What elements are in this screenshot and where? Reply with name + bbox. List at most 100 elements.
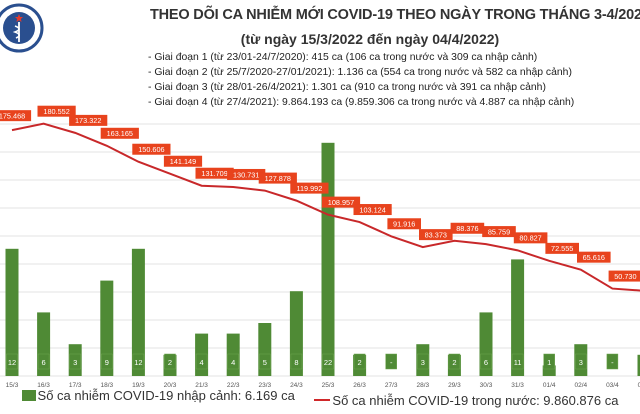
legend-item-line: Số ca nhiễm COVID-19 trong nước: 9.860.8…: [314, 393, 618, 408]
bar-label-box: [322, 353, 334, 370]
line-label-box: [545, 242, 579, 254]
bar-value-label: 2: [452, 358, 456, 367]
line-value-label: 83.373: [425, 230, 447, 239]
bar-value-label: 6: [42, 358, 46, 367]
bar-value-label: 4: [231, 358, 235, 367]
line-value-label: 88.376: [456, 224, 478, 233]
line-value-label: 91.916: [393, 220, 415, 229]
bar-label-box: [448, 353, 461, 370]
bar: [100, 280, 114, 376]
line-label-box: [450, 222, 485, 234]
legend-item-bar: Số ca nhiễm COVID-19 nhập cảnh: 6.169 ca: [21, 388, 295, 403]
bar-label-box: [195, 353, 208, 370]
line-value-label: 50.730: [614, 272, 636, 281]
bar-label-box: [132, 353, 145, 370]
x-tick-label: 17/3: [69, 382, 82, 389]
line-value-label: 119.992: [296, 184, 322, 193]
line-label-box: [577, 251, 611, 263]
x-tick-label: 25/3: [322, 382, 335, 389]
legend-bar-label: Số ca nhiễm COVID-19 nhập cảnh: 6.169 ca: [37, 388, 295, 403]
bar-label-box: [37, 353, 50, 370]
line-label-box: [132, 143, 171, 155]
line-value-label: 85.759: [488, 227, 510, 236]
line-value-label: 72.555: [551, 244, 573, 253]
line-label-box: [195, 167, 234, 179]
bar: [5, 248, 19, 376]
bar: [511, 259, 525, 376]
line-label-box: [353, 204, 392, 216]
line-label-box: [0, 110, 32, 122]
bar-value-label: 9: [105, 358, 109, 367]
bar-label-box: [290, 353, 303, 370]
line-label-box: [387, 218, 421, 230]
x-tick-label: 15/3: [6, 382, 19, 389]
bar-label-box: [69, 353, 81, 370]
bar: [131, 248, 145, 376]
bar: [321, 142, 335, 376]
bar-label-box: [480, 353, 492, 370]
bar-label-box: [353, 353, 366, 370]
legend: Số ca nhiễm COVID-19 nhập cảnh: 6.169 ca…: [0, 388, 640, 408]
legend-line-label: Số ca nhiễm COVID-19 trong nước: 9.860.8…: [332, 392, 619, 408]
line-label-box: [513, 232, 548, 244]
line-value-label: 150.606: [138, 145, 164, 154]
line-value-label: 131.709: [201, 169, 227, 178]
line-label-box: [100, 127, 139, 139]
bar-value-label: 2: [358, 358, 362, 367]
line-value-label: 80.827: [519, 234, 541, 243]
line-label-box: [608, 270, 640, 282]
x-tick-label: 16/3: [37, 382, 50, 389]
x-tick-label: 04/4: [638, 382, 640, 389]
line-value-label: 130.731: [233, 170, 259, 179]
line-value-label: 108.957: [328, 198, 354, 207]
bar-value-label: 12: [8, 358, 16, 367]
bar-label-box: [606, 353, 619, 370]
x-tick-label: 29/3: [448, 382, 461, 389]
ministry-of-health-logo: [0, 3, 44, 53]
bar-value-label: -: [390, 358, 393, 367]
x-tick-label: 26/3: [353, 382, 366, 389]
x-tick-label: 22/3: [227, 382, 240, 389]
chart-subtitle: (từ ngày 15/3/2022 đến ngày 04/4/2022): [240, 31, 500, 47]
line-value-label: 141.149: [170, 157, 196, 166]
bar: [637, 354, 640, 376]
bar-value-label: 1: [547, 358, 551, 367]
line-value-label: 180.552: [43, 107, 69, 116]
line-label-box: [37, 105, 76, 117]
line-label-box: [419, 229, 453, 241]
x-tick-label: 21/3: [195, 382, 208, 389]
bar-label-box: [227, 353, 239, 370]
line-label-box: [69, 114, 108, 126]
bar-label-box: [259, 353, 271, 370]
x-tick-label: 18/3: [100, 382, 113, 389]
bar-value-label: 22: [324, 358, 332, 367]
x-tick-label: 02/4: [574, 382, 587, 389]
chart-title: THEO DÕI CA NHIỄM MỚI COVID-19 THEO NGÀY…: [150, 7, 640, 23]
bar-label-box: [417, 353, 429, 370]
line-value-label: 175.468: [0, 111, 25, 120]
bar-value-label: 4: [200, 358, 204, 367]
bar-value-label: -: [611, 358, 614, 367]
x-tick-label: 31/3: [511, 382, 524, 389]
bar-value-label: 3: [579, 358, 583, 367]
legend-line-swatch: [314, 399, 331, 401]
bar-value-label: 12: [134, 358, 142, 367]
phase-1-note: - Giai đoạn 1 (từ 23/01-24/7/2020): 415 …: [148, 52, 538, 63]
phase-3-note: - Giai đoạn 3 (từ 28/01-26/4/2021): 1.30…: [148, 82, 546, 93]
phase-4-note: - Giai đoạn 4 (từ 27/4/2021): 9.864.193 …: [148, 97, 575, 108]
x-tick-label: 01/4: [543, 382, 556, 389]
x-tick-label: 20/3: [164, 382, 177, 389]
bar: [542, 365, 556, 376]
bar-value-label: 3: [421, 358, 425, 367]
legend-bar-swatch: [21, 390, 36, 401]
phase-2-note: - Giai đoạn 2 (từ 25/7/2020-27/01/2021):…: [148, 67, 572, 78]
x-tick-label: 23/3: [258, 382, 271, 389]
x-tick-label: 27/3: [385, 382, 398, 389]
line-label-box: [321, 196, 361, 208]
x-tick-label: 28/3: [416, 382, 429, 389]
line-value-label: 163.165: [107, 129, 133, 138]
bar-label-box: [511, 353, 524, 370]
line-value-label: 173.322: [75, 116, 101, 125]
line-label-box: [163, 155, 203, 167]
